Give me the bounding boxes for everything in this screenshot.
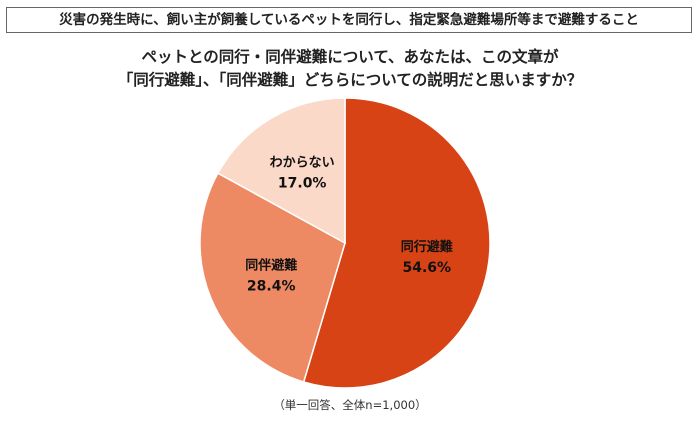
slice-value-label: 17.0% — [278, 176, 327, 192]
question-line-1: ペットとの同行・同伴避難について、あなたは、この文章が — [141, 48, 559, 66]
slice-category-label: わからない — [270, 156, 335, 171]
pie-slice — [302, 97, 491, 389]
statement-box: 災害の発生時に、飼い主が飼養しているペットを同行し、指定緊急避難場所等まで避難す… — [6, 7, 692, 33]
question-line-2: 「同行避難」、「同伴避難」どちらについての説明だと思いますか？ — [117, 71, 583, 89]
footnote: （単一回答、全体n=1,000） — [273, 398, 427, 412]
statement-text: 災害の発生時に、飼い主が飼養しているペットを同行し、指定緊急避難場所等まで避難す… — [59, 12, 639, 28]
slice-value-label: 28.4% — [247, 278, 296, 294]
pie-slice — [199, 172, 346, 383]
pie-slice — [216, 97, 346, 245]
slice-value-label: 54.6% — [402, 260, 451, 276]
question-title: ペットとの同行・同伴避難について、あなたは、この文章が 「同行避難」、「同伴避難… — [0, 46, 700, 92]
slice-category-label: 同行避難 — [401, 239, 453, 255]
slice-category-label: 同伴避難 — [245, 257, 297, 273]
